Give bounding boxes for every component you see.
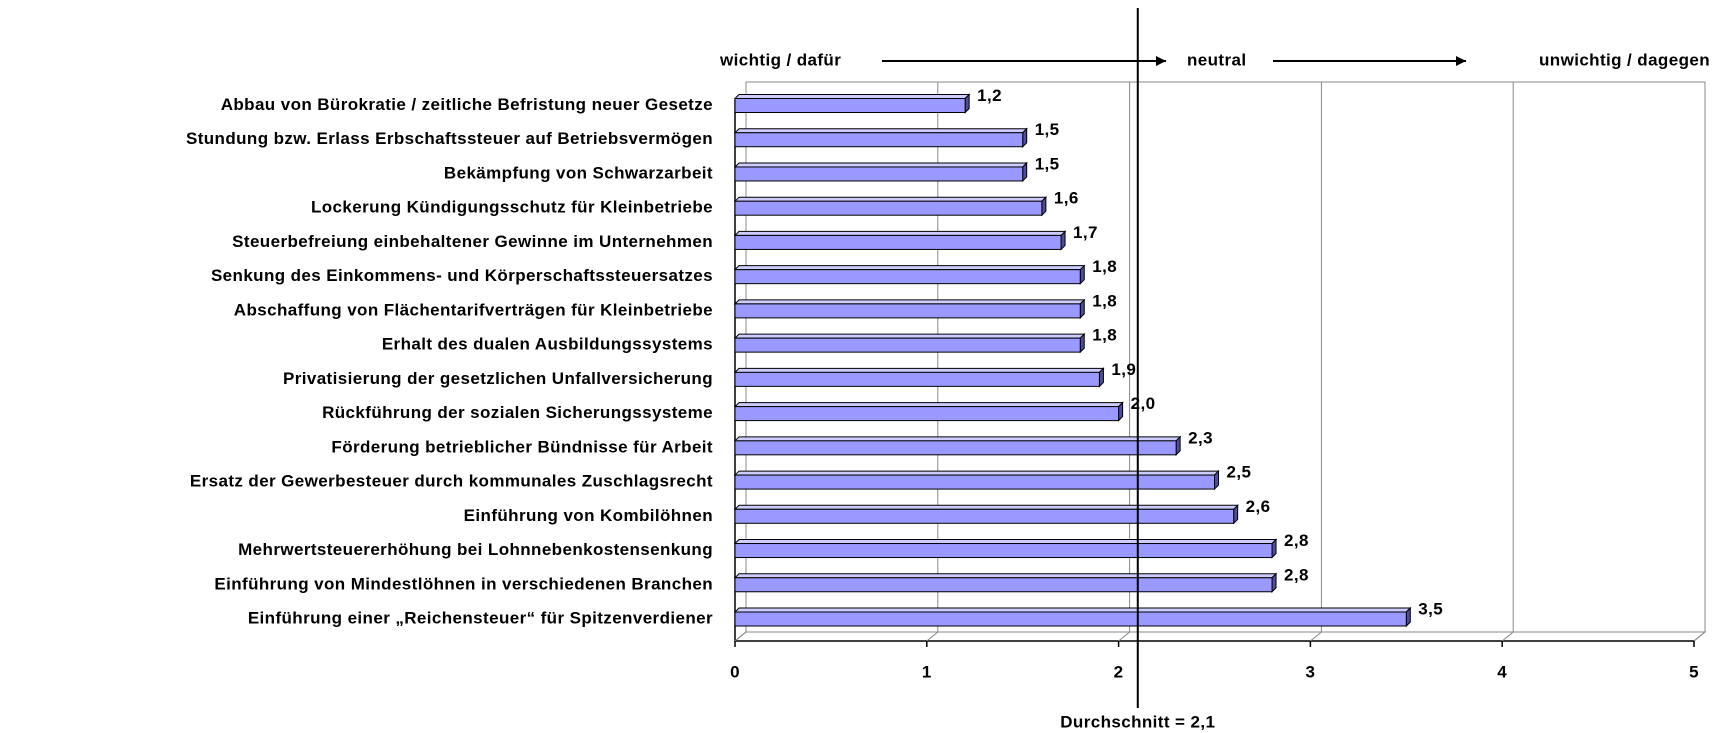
y-tick-label: Erhalt des dualen Ausbildungssystems: [382, 335, 713, 354]
y-tick-label: Abbau von Bürokratie / zeitliche Befrist…: [221, 95, 713, 114]
value-label: 2,8: [1284, 565, 1309, 584]
bar-top: [733, 196, 1048, 202]
bar-top: [733, 539, 1278, 545]
bar-side: [1079, 332, 1085, 354]
bar: [734, 234, 1062, 250]
y-tick-label: Stundung bzw. Erlass Erbschaftssteuer au…: [186, 129, 713, 148]
bar-side: [1079, 264, 1085, 285]
bar-side: [1233, 504, 1239, 525]
grid-line: [1310, 631, 1322, 642]
bar-top: [733, 367, 1105, 373]
bar: [734, 200, 1043, 216]
scale-label: unwichtig / dagegen: [1539, 50, 1710, 69]
x-tick-label: 2: [1114, 662, 1124, 681]
plot-floor: [733, 631, 1707, 642]
bar-side: [1271, 538, 1277, 559]
bar: [734, 337, 1081, 353]
bar-top: [733, 333, 1086, 339]
value-label: 2,5: [1227, 463, 1252, 482]
x-tick-label: 3: [1305, 662, 1315, 681]
bar: [734, 577, 1273, 593]
value-label: 1,8: [1092, 291, 1117, 310]
y-tick-label: Senkung des Einkommens- und Körperschaft…: [211, 266, 713, 285]
bar: [734, 166, 1024, 182]
value-label: 2,0: [1131, 394, 1156, 413]
bar-side: [1118, 401, 1124, 422]
value-label: 2,8: [1284, 531, 1309, 550]
y-tick-label: Privatisierung der gesetzlichen Unfallve…: [283, 369, 713, 388]
bar: [734, 508, 1235, 524]
bar-side: [1060, 230, 1066, 251]
value-label: 1,6: [1054, 189, 1079, 208]
x-tick-label: 4: [1497, 662, 1507, 681]
bar-top: [733, 128, 1028, 134]
y-tick-label: Steuerbefreiung einbehaltener Gewinne im…: [232, 232, 713, 251]
bar: [734, 371, 1100, 387]
scale-label: neutral: [1187, 50, 1246, 69]
bar-side: [1079, 298, 1085, 320]
scale-label: wichtig / dafür: [719, 50, 841, 69]
bar: [734, 440, 1177, 456]
y-tick-label: Bekämpfung von Schwarzarbeit: [444, 163, 713, 182]
y-tick-label: Förderung betrieblicher Bündnisse für Ar…: [331, 437, 713, 456]
bar-top: [733, 299, 1086, 305]
x-tick-label: 5: [1689, 662, 1699, 681]
y-tick-label: Rückführung der sozialen Sicherungssyste…: [322, 403, 713, 422]
bar-top: [733, 265, 1086, 271]
bar: [734, 269, 1081, 285]
value-label: 1,9: [1111, 360, 1136, 379]
y-tick-label: Einführung einer „Reichensteuer“ für Spi…: [248, 608, 713, 627]
y-tick-label: Abschaffung von Flächentarifverträgen fü…: [234, 300, 713, 319]
bar-top: [733, 436, 1182, 442]
value-label: 1,5: [1035, 154, 1060, 173]
grid-line: [1118, 631, 1130, 642]
bar: [734, 474, 1215, 490]
grid-line: [1501, 631, 1514, 642]
bar-side: [1098, 367, 1104, 388]
y-tick-label: Einführung von Mindestlöhnen in verschie…: [214, 574, 713, 593]
y-tick-label: Lockerung Kündigungsschutz für Kleinbetr…: [311, 198, 713, 217]
bar: [734, 406, 1120, 422]
bar: [734, 303, 1081, 319]
bar-top: [733, 402, 1124, 408]
bar-top: [733, 607, 1412, 613]
bar-top: [733, 573, 1278, 579]
bar: [734, 132, 1024, 148]
bar-side: [1214, 469, 1219, 491]
bar: [734, 543, 1273, 559]
x-tick-label: 1: [922, 662, 932, 681]
bar-side: [1271, 572, 1277, 593]
x-tick-label: 0: [730, 662, 740, 681]
bar-top: [733, 94, 971, 99]
bar: [734, 611, 1407, 627]
value-label: 1,8: [1092, 326, 1117, 345]
value-label: 1,2: [977, 86, 1002, 105]
value-label: 1,5: [1035, 120, 1060, 139]
value-label: 2,6: [1246, 497, 1271, 516]
bar-top: [733, 230, 1067, 236]
bar-side: [1405, 606, 1411, 628]
bar-side: [964, 93, 970, 114]
grid-line: [734, 631, 747, 642]
reference-label: Durchschnitt = 2,1: [1060, 712, 1215, 731]
y-tick-label: Ersatz der Gewerbesteuer durch kommunale…: [190, 472, 713, 491]
y-tick-label: Mehrwertsteuererhöhung bei Lohnnebenkost…: [238, 540, 713, 559]
bar-side: [1175, 435, 1181, 457]
bar-top: [733, 470, 1220, 476]
value-label: 1,8: [1092, 257, 1117, 276]
grid-line: [1693, 631, 1706, 642]
value-label: 1,7: [1073, 223, 1098, 242]
value-label: 3,5: [1418, 599, 1443, 618]
bar-top: [733, 504, 1239, 510]
y-tick-label: Einführung von Kombilöhnen: [464, 506, 713, 525]
bar-side: [1041, 195, 1047, 217]
bar-top: [733, 162, 1028, 168]
value-label: 2,3: [1188, 428, 1213, 447]
grid-line: [926, 631, 939, 642]
bar-side: [1022, 127, 1028, 148]
bar: [734, 98, 966, 113]
bar-side: [1022, 161, 1028, 183]
